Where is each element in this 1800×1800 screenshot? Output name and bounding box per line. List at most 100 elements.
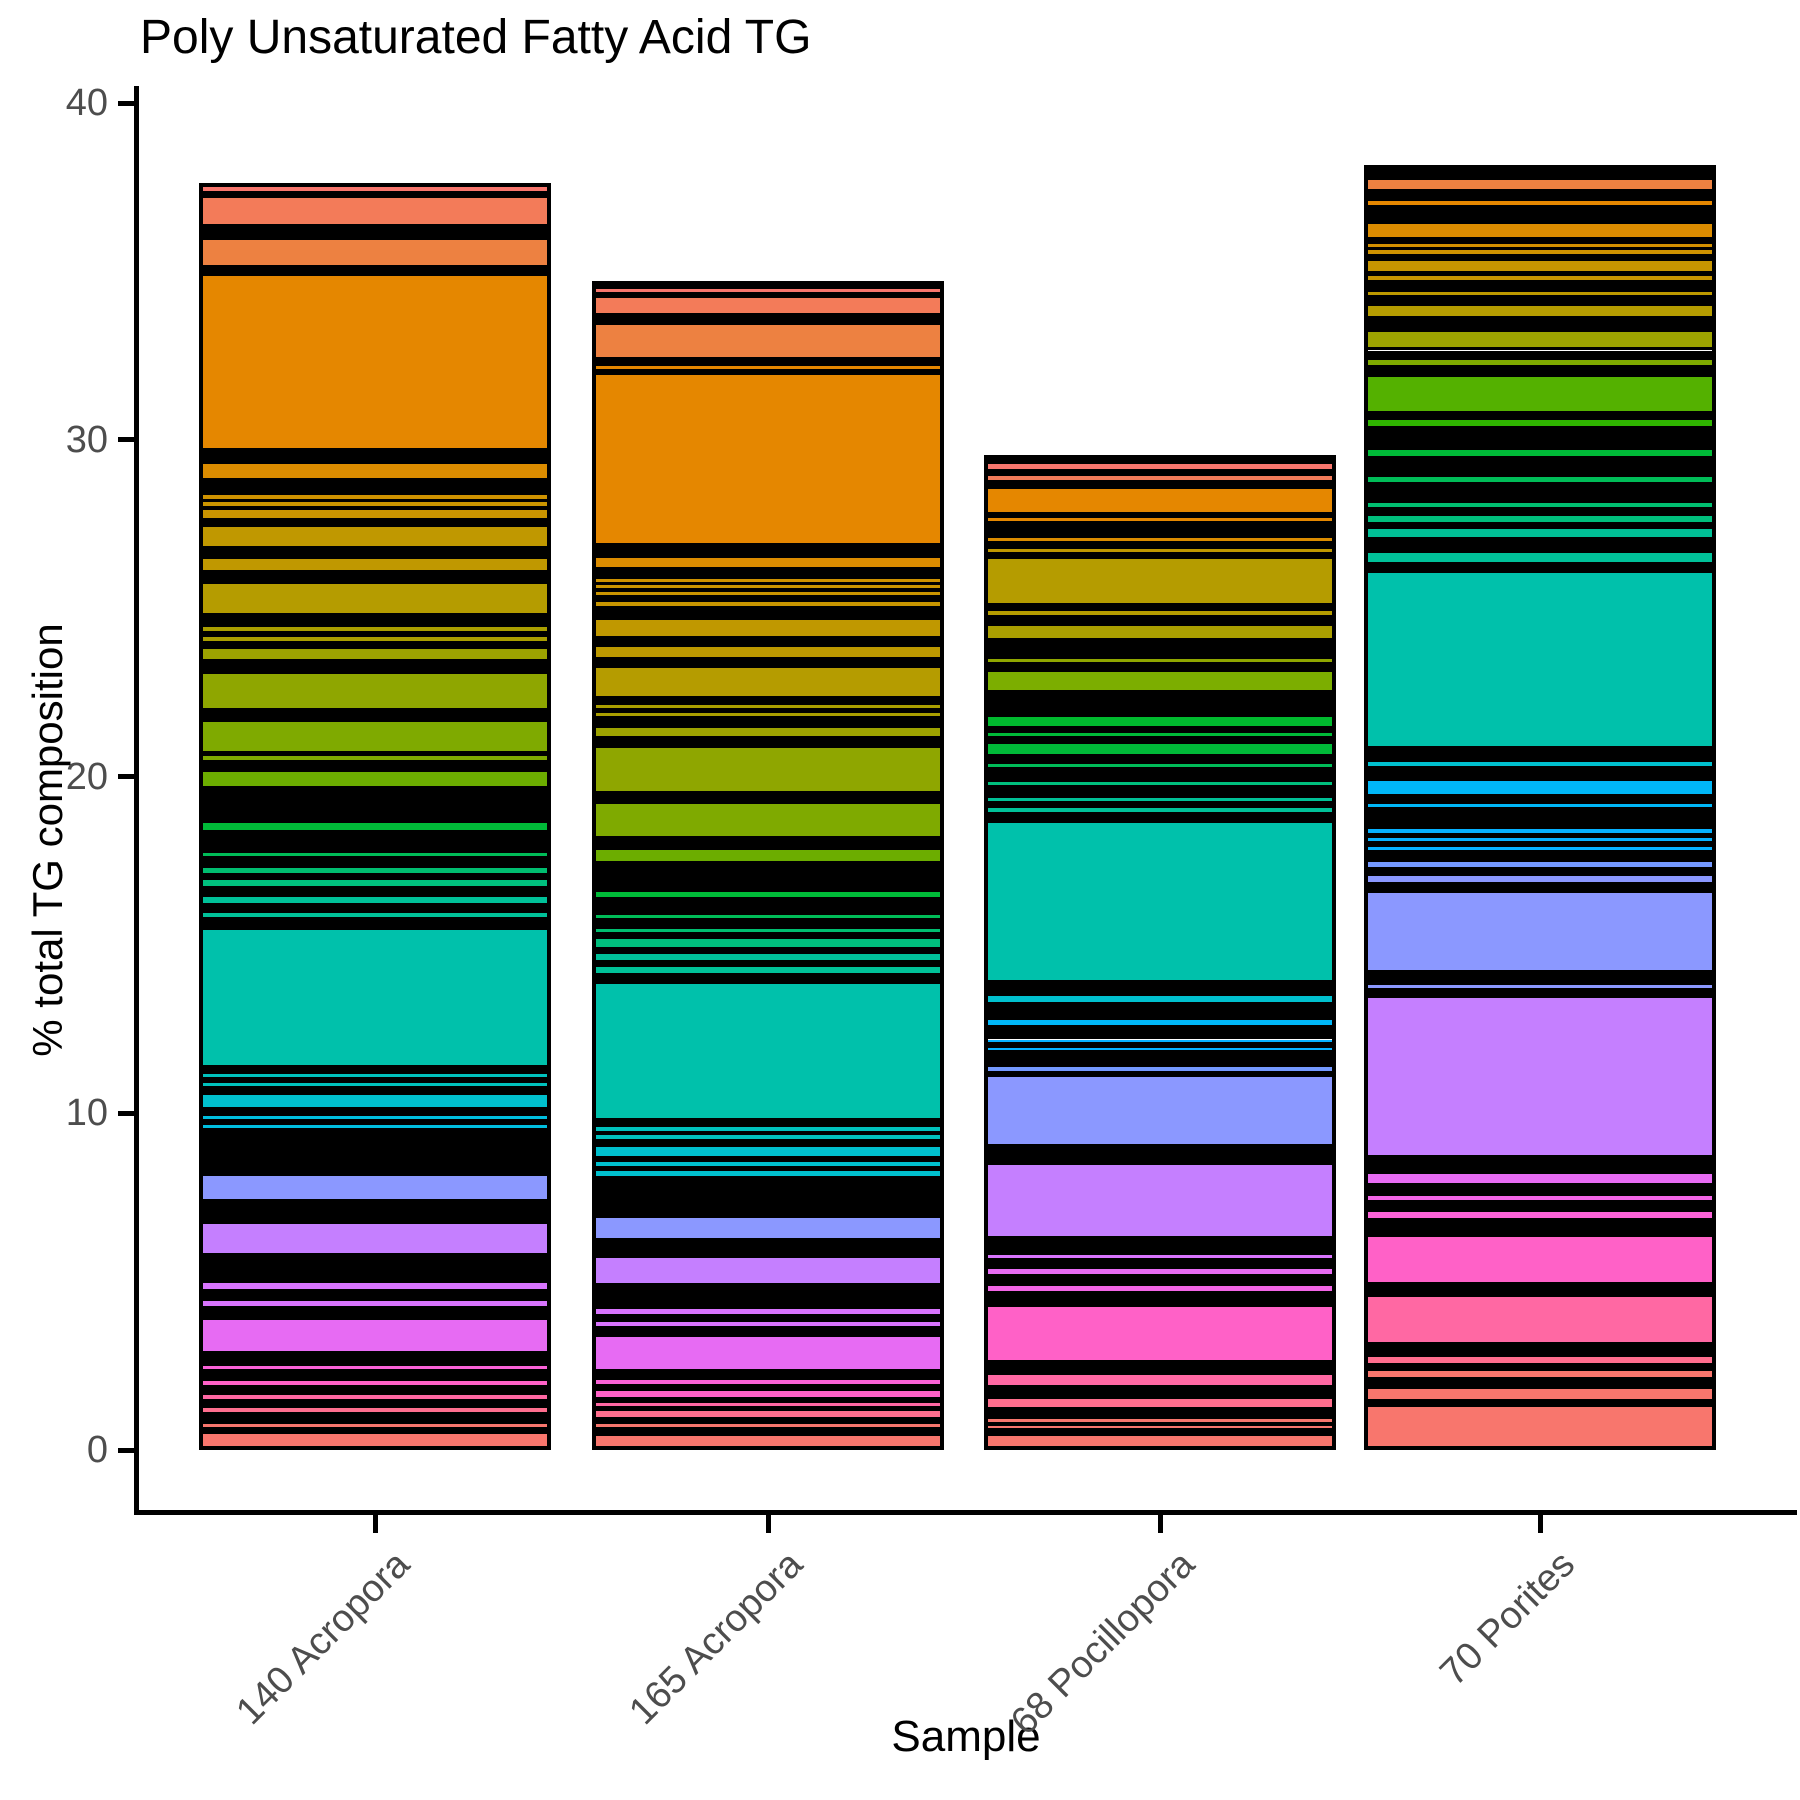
bar-segment [1364,769,1716,779]
bar-segment [199,1308,551,1317]
bar-segment [1364,884,1716,890]
bar-segment [199,788,551,822]
bar-segment [592,794,944,802]
bar-segment [199,451,551,462]
bar-segment [1364,296,1716,304]
bar-segment [1364,365,1716,374]
bar-segment [592,1166,944,1171]
bar-segment [984,1303,1336,1363]
bar-segment [984,1291,1336,1304]
y-tick-label: 0 [86,1429,108,1471]
bar-segment [592,665,944,700]
bar-segment [592,639,944,645]
bar-segment [984,553,1336,557]
bar-segment [592,1397,944,1403]
bar-segment [199,633,551,637]
bar-segment [592,1418,944,1425]
x-tick-mark [372,1515,378,1533]
x-axis-label: Sample [891,1712,1041,1761]
bar-segment [1364,1200,1716,1211]
bar-segment [592,1241,944,1256]
bar-segment [592,1177,944,1216]
bar-segment [592,569,944,579]
bar-segment [1364,1218,1716,1234]
bar-segment [1364,509,1716,515]
bar-segment [592,864,944,892]
bar-segment [1364,748,1716,759]
bar-segment [1364,833,1716,839]
bar-segment [984,756,1336,765]
bar-segment [1364,522,1716,526]
bar-segment [592,739,944,745]
bar-segment [592,973,944,981]
bar-segment [984,606,1336,612]
bar-outline [984,454,1336,1450]
bar-segment [592,960,944,966]
bar-segment [199,1427,551,1432]
bar-segment [984,481,1336,487]
x-tick-mark [1537,1515,1543,1533]
bar-segment [1364,1401,1716,1404]
bar-segment [1364,456,1716,476]
bar-segment [984,786,1336,798]
x-tick-mark [765,1515,771,1533]
bar-segment [199,1087,551,1093]
bar-segment [199,661,551,671]
bar-segment [1364,428,1716,449]
bar-segment [592,709,944,713]
bar-segment [592,1138,944,1144]
bar-segment [1364,988,1716,995]
bar-segment [592,1130,944,1135]
bar-segment [592,1215,944,1242]
bar-segment [984,692,1336,714]
bar-segment [199,580,551,616]
bar-segment [199,919,551,927]
bar-segment [984,486,1336,516]
bar-segment [984,1409,1336,1419]
bar-segment [984,515,1336,519]
bar-segment [984,1005,1336,1020]
bar-segment [1364,540,1716,551]
bar-segment [984,819,1336,983]
bar-segment [592,291,944,295]
bar-segment [199,518,551,524]
bar-segment [199,1110,551,1116]
bar-segment [592,1120,944,1127]
bar-segment [1364,254,1716,259]
bar-segment [1364,994,1716,1159]
bar-segment [1364,191,1716,198]
bar-segment [1364,1377,1716,1386]
bar-segment [984,1276,1336,1285]
bar-segment [199,267,551,273]
bar-segment [199,1369,551,1378]
bar-segment [199,1078,551,1083]
bar-segment [199,548,551,556]
x-tick-mark [1157,1515,1163,1533]
bar-segment [1364,851,1716,862]
bar-segment [592,1159,944,1163]
bar-segment [199,759,551,770]
bar-segment [1364,208,1716,222]
bar-segment [592,1383,944,1390]
bar-segment [1364,1158,1716,1172]
bar-segment [199,718,551,754]
bar-segment [592,1317,944,1320]
bar-segment [199,874,551,880]
bar-segment [984,1073,1336,1147]
bar-segment [984,454,1336,463]
bar-segment [199,753,551,756]
bar-segment [592,898,944,916]
bar-segment [1364,1363,1716,1370]
bar-segment [199,1316,551,1354]
y-tick-label: 10 [65,1092,108,1135]
bar-segment [1364,889,1716,974]
bar-segment [592,980,944,1121]
bar-outline [592,281,944,1450]
bar-segment [199,1353,551,1365]
bar-segment [592,594,944,603]
y-tick-mark [118,100,136,106]
bar-segment [592,371,944,547]
bar-segment [592,947,944,953]
bar-segment [199,1399,551,1406]
